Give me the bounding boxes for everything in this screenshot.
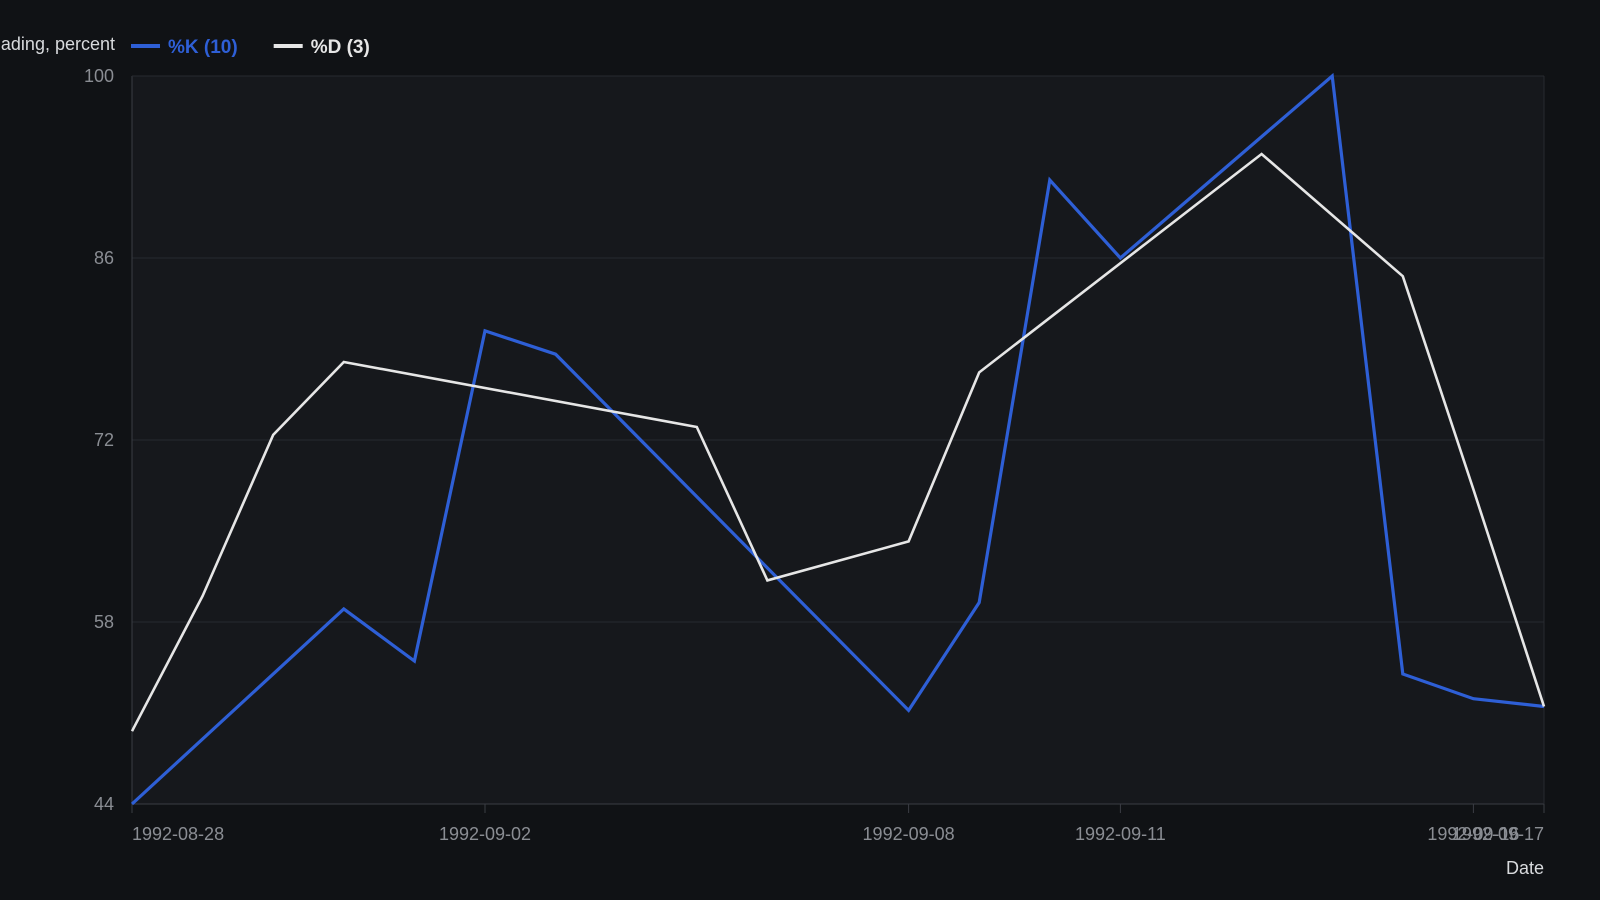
x-tick-label: 1992-09-02 bbox=[439, 824, 531, 844]
series-line bbox=[130, 72, 1545, 806]
x-tick-label: 1992-09-16 bbox=[1427, 824, 1519, 844]
legend: ading, percent %K (10) %D (3) bbox=[1, 34, 370, 58]
x-tick-label: 1992-08-28 bbox=[132, 824, 224, 844]
y-axis-title: ading, percent bbox=[1, 34, 115, 54]
y-tick-label: 100 bbox=[84, 66, 114, 86]
y-tick-label: 58 bbox=[94, 612, 114, 632]
y-tick-label: 86 bbox=[94, 248, 114, 268]
x-tick-label: 1992-09-08 bbox=[863, 824, 955, 844]
legend-label: %D (3) bbox=[311, 37, 370, 58]
x-tick-label: 1992-09-17 bbox=[1452, 824, 1544, 844]
series-lines bbox=[130, 72, 1546, 806]
y-tick-label: 72 bbox=[94, 430, 114, 450]
x-axis-title: Date bbox=[1506, 858, 1544, 878]
series-line bbox=[130, 152, 1546, 732]
x-tick-label: 1992-09-11 bbox=[1075, 824, 1166, 844]
axes: 44 58 72 86 100 1992-08-28 1992-09-02 1992-09-0… bbox=[84, 66, 1545, 844]
legend-label: %K (10) bbox=[168, 37, 238, 58]
y-tick-label: 44 bbox=[94, 794, 114, 814]
